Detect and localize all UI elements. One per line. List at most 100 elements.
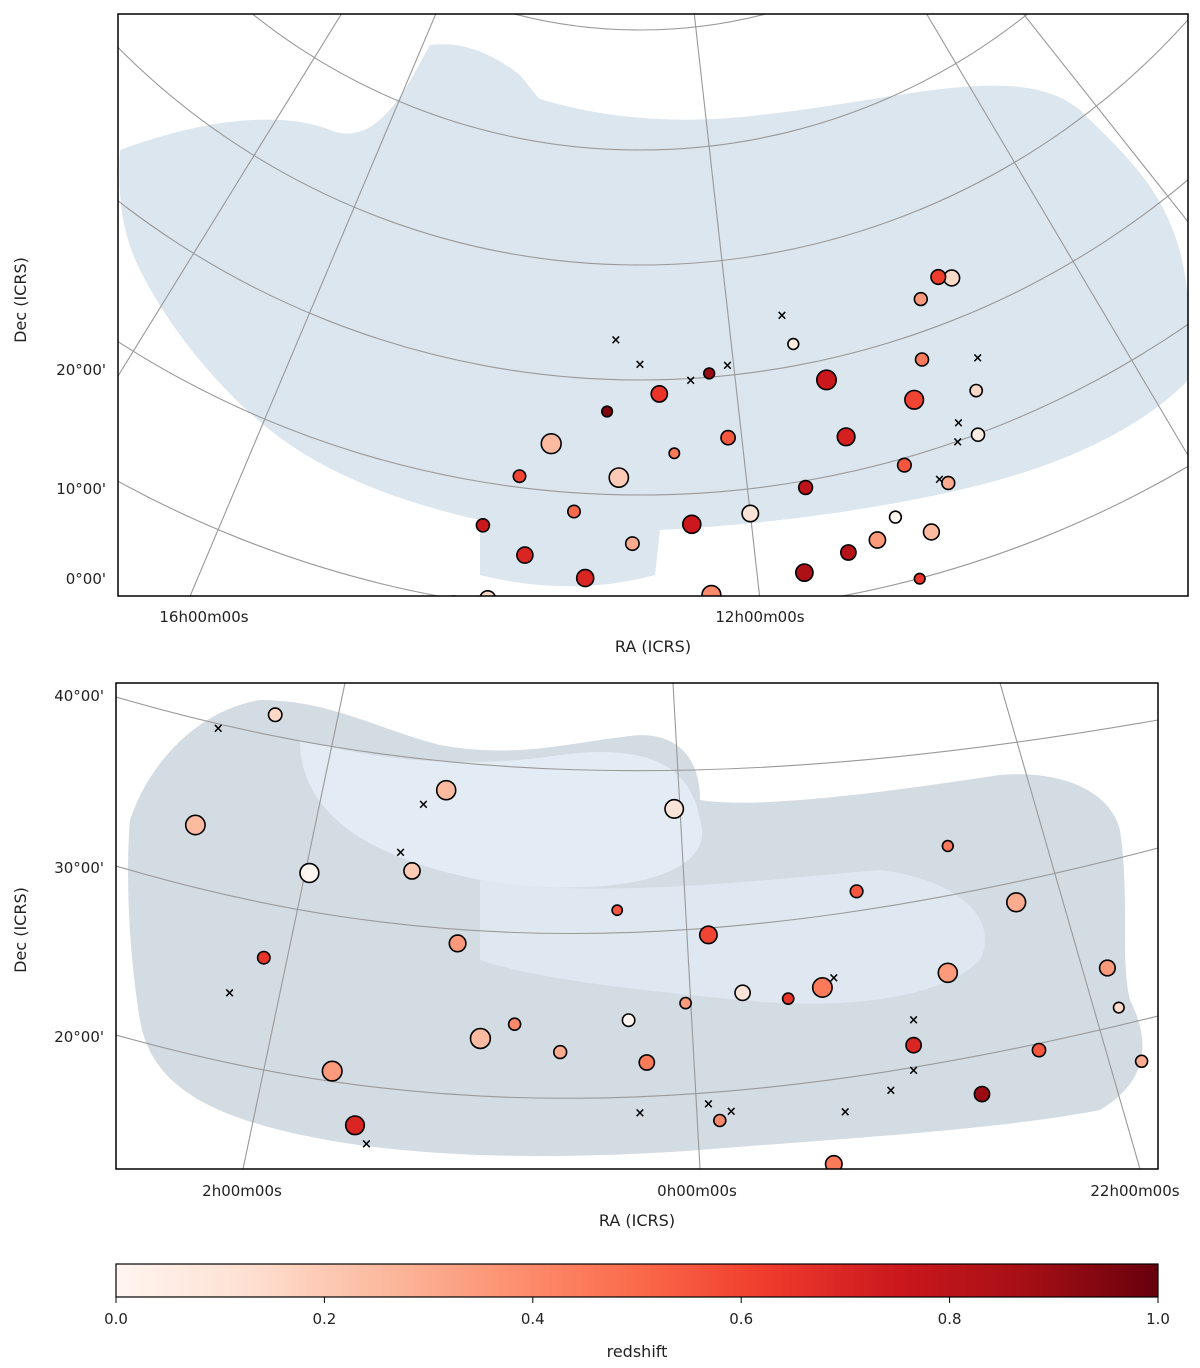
colorbar-tick-label: 0.0 (104, 1310, 128, 1328)
bottom-cluster-point (469, 1027, 492, 1050)
bottom-cross-marker: × (361, 1137, 372, 1152)
top-cluster-point (479, 590, 496, 596)
bottom-cluster-point (403, 862, 421, 880)
top-cluster-point (836, 427, 856, 447)
top-cluster-point (624, 536, 640, 552)
top-cluster-point (475, 517, 491, 533)
bottom-panel: × × × × × × × × × × × × × × 2h00m00s 0h00m00s 22h00m0… (11, 682, 1180, 1230)
bottom-cluster-point (973, 1085, 991, 1103)
bottom-cluster-point (664, 798, 685, 819)
bottom-cluster-point (937, 962, 959, 984)
bottom-x-ticks: 2h00m00s 0h00m00s 22h00m00s (202, 1182, 1180, 1200)
bottom-cluster-point (344, 1115, 366, 1136)
top-grid (118, 14, 1188, 596)
top-cluster-point (941, 475, 956, 491)
top-cluster-point (741, 504, 760, 523)
bottom-cross-marker: × (908, 1064, 919, 1079)
bottom-cross-marker: × (885, 1083, 896, 1098)
top-cluster-point (904, 389, 925, 410)
bottom-cross-marker: × (840, 1105, 851, 1120)
colorbar-tick-label: 1.0 (1146, 1310, 1170, 1328)
top-xtick-12h: 12h00m00s (715, 608, 804, 626)
bottom-ytick-30: 30°00' (54, 859, 104, 877)
bottom-cluster-point (435, 779, 457, 801)
top-cluster-point (896, 457, 913, 473)
colorbar-ticks: 0.0 0.2 0.4 0.6 0.8 1.0 (104, 1297, 1170, 1328)
colorbar-tick-label: 0.8 (938, 1310, 962, 1328)
bottom-cluster-point (1112, 1001, 1125, 1014)
bottom-cluster-point (638, 1054, 656, 1071)
bottom-cross-marker: × (908, 1013, 919, 1028)
top-x-axis-label: RA (ICRS) (615, 637, 691, 656)
bottom-cluster-point (781, 992, 795, 1005)
bottom-xtick-0h: 0h00m00s (657, 1182, 737, 1200)
bottom-ytick-40: 40°00' (54, 687, 104, 705)
colorbar: 0.0 0.2 0.4 0.6 0.8 1.0 redshift (104, 1263, 1170, 1361)
top-cluster-point (969, 383, 984, 398)
bottom-frame (115, 682, 1159, 1170)
top-cross-marker: × (776, 309, 787, 324)
top-cross-marker: × (953, 416, 964, 431)
bottom-cluster-point (698, 925, 718, 945)
top-cluster-point (792, 634, 803, 645)
top-cluster-point (840, 544, 857, 561)
top-cross-marker: × (722, 359, 733, 374)
bottom-cluster-point (1134, 1054, 1149, 1069)
bottom-cluster-point (679, 996, 692, 1010)
top-cluster-point (786, 714, 797, 725)
bottom-cluster-point (611, 904, 624, 917)
bottom-y-axis-label: Dec (ICRS) (11, 887, 30, 973)
bottom-cluster-point (507, 1017, 522, 1031)
top-cluster-point (922, 523, 941, 541)
top-cluster-point (702, 367, 716, 380)
top-cluster-point (541, 646, 555, 660)
top-cluster-point (650, 384, 669, 403)
top-frame (117, 13, 1189, 597)
top-cluster-point (540, 433, 562, 455)
colorbar-tick-label: 0.6 (729, 1310, 753, 1328)
top-cluster-point (787, 337, 800, 351)
top-cluster-point (868, 531, 887, 549)
top-cluster-point (450, 595, 458, 596)
bottom-cluster-point (849, 884, 864, 899)
top-cluster-point (701, 584, 722, 596)
bottom-cluster-point (1098, 959, 1116, 977)
top-cluster-point (913, 572, 926, 585)
top-cluster-point (720, 429, 736, 446)
bottom-cluster-point (734, 984, 751, 1002)
top-cluster-point (681, 514, 702, 535)
top-cluster-point (512, 469, 527, 484)
bottom-cross-marker: × (566, 1181, 577, 1196)
top-cluster-point (600, 405, 614, 418)
top-ytick-0: 0°00' (66, 570, 106, 588)
top-cluster-point (795, 563, 814, 583)
top-cluster-point (913, 291, 928, 307)
top-cluster-point (815, 369, 837, 391)
bottom-cluster-point (621, 1013, 636, 1028)
bottom-cluster-point (1005, 892, 1027, 913)
bottom-cluster-point (321, 1060, 343, 1082)
bottom-cluster-point (256, 950, 271, 965)
top-cross-marker: × (507, 655, 518, 670)
top-cluster-point (930, 268, 947, 286)
top-points: × × × × × × × × × × (450, 268, 986, 725)
bottom-cluster-point (712, 1113, 727, 1128)
bottom-cluster-point (589, 1175, 600, 1186)
bottom-cluster-point (905, 1036, 922, 1054)
colorbar-gradient (115, 1263, 1159, 1298)
top-cross-marker: × (685, 374, 696, 389)
bottom-points: × × × × × × × × × × × × × × (184, 707, 1149, 1196)
top-cluster-point (516, 546, 534, 564)
top-ytick-20: 20°00' (56, 361, 106, 379)
bottom-cluster-point (448, 934, 467, 953)
top-y-axis-label: Dec (ICRS) (11, 257, 30, 343)
bottom-ytick-20: 20°00' (54, 1028, 104, 1046)
top-x-ticks: 16h00m00s 12h00m00s (159, 608, 804, 626)
top-cluster-point (575, 568, 595, 588)
bottom-cluster-point (824, 1154, 843, 1169)
top-cluster-point (642, 616, 653, 627)
bottom-grid (116, 683, 1158, 1169)
top-cross-marker: × (934, 473, 945, 488)
bottom-cross-marker: × (213, 722, 224, 737)
